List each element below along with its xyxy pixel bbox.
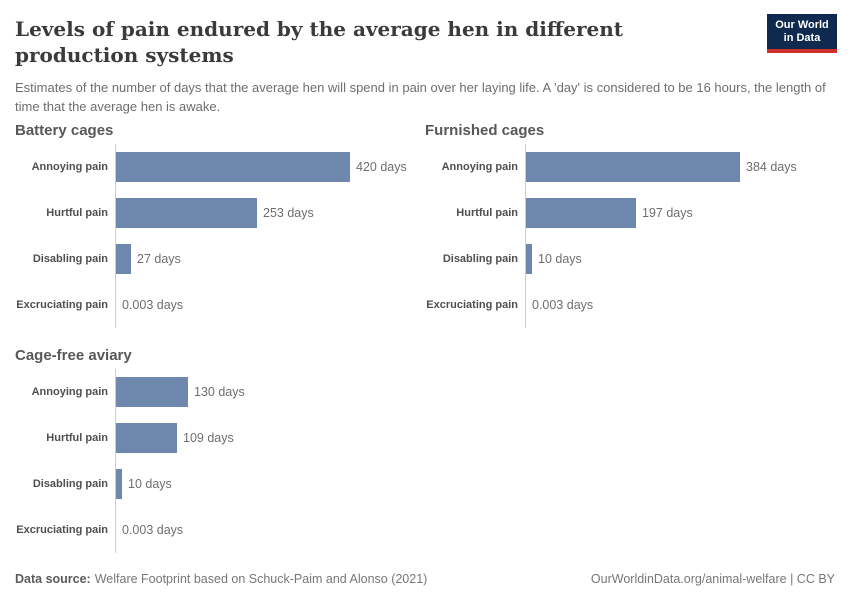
bar-row: Hurtful pain 253 days [15,190,425,236]
chart-header: Levels of pain endured by the average he… [15,0,837,116]
bar-row: Excruciating pain 0.003 days [15,507,430,553]
bar-row: Excruciating pain 0.003 days [15,282,425,328]
footer-attribution[interactable]: OurWorldinData.org/animal-welfare | CC B… [590,572,835,586]
bar-disabling-pain[interactable] [116,244,131,274]
chart-title: Levels of pain endured by the average he… [15,17,624,67]
bar-row: Annoying pain 384 days [425,144,835,190]
y-axis-line [115,144,116,328]
bar-row: Disabling pain 27 days [15,236,425,282]
category-label: Excruciating pain [16,299,108,311]
category-label: Hurtful pain [456,207,518,219]
facets-row-bottom: Cage-free aviary Annoying pain 130 days … [15,346,835,553]
bar-row: Annoying pain 130 days [15,369,430,415]
facet-plot: Annoying pain 384 days Hurtful pain 197 … [425,144,835,328]
owid-logo-line1: Our World [775,19,829,31]
value-label: 253 days [263,206,314,220]
facet-furnished-cages: Furnished cages Annoying pain 384 days H… [425,121,835,328]
category-label: Disabling pain [442,253,518,265]
bar-row: Hurtful pain 109 days [15,415,430,461]
category-label: Hurtful pain [46,207,108,219]
facets-row-top: Battery cages Annoying pain 420 days Hur… [15,121,835,328]
facet-battery-cages: Battery cages Annoying pain 420 days Hur… [15,121,425,328]
value-label: 197 days [642,206,693,220]
facet-plot: Annoying pain 130 days Hurtful pain 109 … [15,369,430,553]
value-label: 420 days [356,160,407,174]
owid-logo-line2: in Data [783,32,821,44]
value-label: 10 days [538,252,582,266]
bar-hurtful-pain[interactable] [116,423,177,453]
source-text: Welfare Footprint based on Schuck-Paim a… [94,572,428,586]
bar-annoying-pain[interactable] [116,377,188,407]
bar-annoying-pain[interactable] [116,152,350,182]
category-label: Annoying pain [31,386,108,398]
y-axis-line [525,144,526,328]
charts-area: Battery cages Annoying pain 420 days Hur… [15,121,835,553]
value-label: 384 days [746,160,797,174]
category-label: Disabling pain [32,478,108,490]
value-label: 0.003 days [122,523,184,537]
facet-title: Cage-free aviary [15,347,132,364]
bar-row: Annoying pain 420 days [15,144,425,190]
category-label: Annoying pain [31,161,108,173]
chart-subtitle: Estimates of the number of days that the… [15,80,826,114]
owid-logo[interactable]: Our World in Data [767,14,837,53]
category-label: Hurtful pain [46,432,108,444]
bar-hurtful-pain[interactable] [526,198,636,228]
bar-hurtful-pain[interactable] [116,198,257,228]
footer-source: Data source: Welfare Footprint based on S… [15,571,427,587]
bar-row: Disabling pain 10 days [425,236,835,282]
category-label: Annoying pain [441,161,518,173]
bar-row: Disabling pain 10 days [15,461,430,507]
value-label: 109 days [183,431,234,445]
source-label: Data source: [15,572,91,586]
y-axis-line [115,369,116,553]
bar-row: Excruciating pain 0.003 days [425,282,835,328]
facet-cage-free-aviary: Cage-free aviary Annoying pain 130 days … [15,346,430,553]
facet-title: Battery cages [15,122,114,139]
category-label: Excruciating pain [16,524,108,536]
value-label: 27 days [137,252,181,266]
category-label: Excruciating pain [426,299,518,311]
bar-annoying-pain[interactable] [526,152,740,182]
chart-footer: Data source: Welfare Footprint based on S… [15,571,835,587]
value-label: 0.003 days [532,298,594,312]
facet-plot: Annoying pain 420 days Hurtful pain 253 … [15,144,425,328]
value-label: 10 days [128,477,172,491]
bar-disabling-pain[interactable] [526,244,532,274]
value-label: 0.003 days [122,298,184,312]
value-label: 130 days [194,385,245,399]
bar-row: Hurtful pain 197 days [425,190,835,236]
category-label: Disabling pain [32,253,108,265]
bar-disabling-pain[interactable] [116,469,122,499]
facet-title: Furnished cages [425,122,545,139]
